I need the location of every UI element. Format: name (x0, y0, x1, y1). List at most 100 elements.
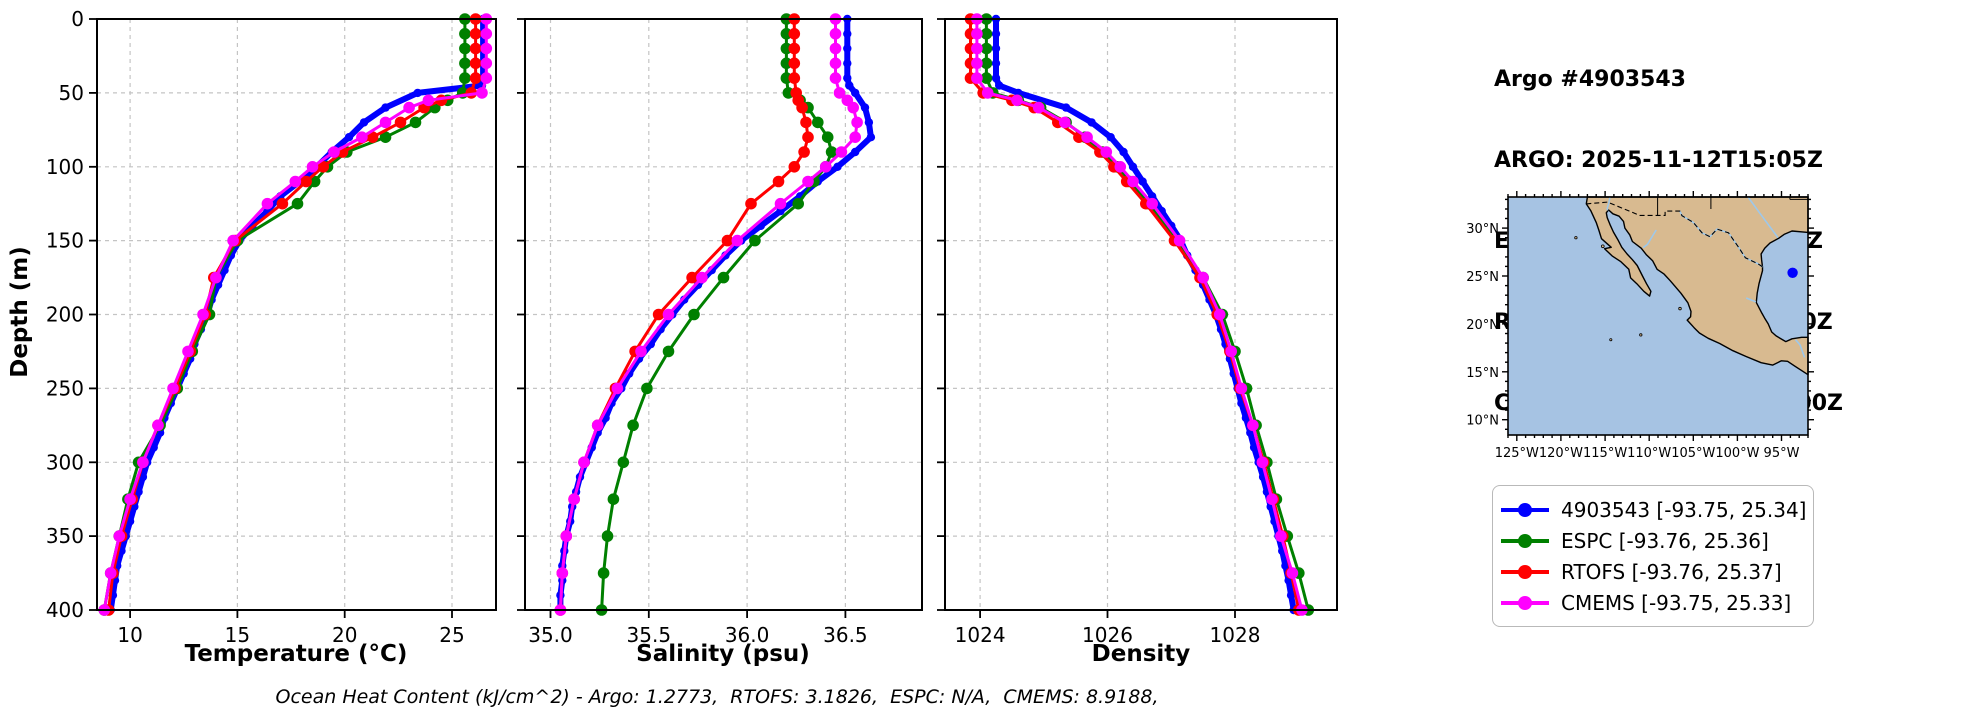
CMEMS-salinity-marker (731, 234, 744, 247)
map-lon-label: 120°W (1539, 446, 1583, 461)
4903543-density-marker (1138, 177, 1147, 186)
map-borders-dashed (1586, 201, 1763, 268)
4903543-density-marker (1087, 118, 1096, 127)
4903543-salinity-marker (864, 118, 874, 127)
CMEMS-density-marker (1266, 493, 1278, 506)
panel-salinity: 35.0 35.5 36.0 36.5 (517, 13, 923, 647)
ESPC-salinity-marker (617, 456, 630, 469)
4903543-density-marker (991, 73, 1001, 83)
CMEMS-salinity-marker (829, 72, 842, 84)
4903543-salinity-marker (843, 59, 852, 68)
CMEMS-salinity-marker (774, 197, 787, 210)
RTOFS-temperature-marker (300, 175, 312, 188)
legend: 4903543 [-93.75, 25.34] ESPC [-93.76, 25… (1492, 485, 1814, 627)
rtofs-line-marker-icon (1501, 564, 1549, 580)
float-position-marker (1787, 267, 1798, 278)
ESPC-salinity-marker (688, 308, 700, 321)
RTOFS-salinity-marker (802, 131, 814, 143)
ESPC-salinity-marker (825, 146, 838, 158)
salinity-x-tick-label: 35.0 (528, 623, 573, 647)
CMEMS-density-marker (1275, 530, 1287, 542)
RTOFS-temperature-marker (394, 116, 407, 129)
ESPC-salinity-marker (607, 493, 620, 506)
4903543-salinity-marker (851, 88, 860, 98)
legend-label-cmems: CMEMS [-93.75, 25.33] (1561, 590, 1792, 615)
CMEMS-temperature-marker (379, 116, 392, 129)
4903543-salinity-marker (833, 162, 842, 171)
density-x-tick-label: 1026 (1082, 623, 1133, 647)
CMEMS-density-marker (1100, 146, 1113, 158)
ESPC-temperature-marker (409, 116, 422, 129)
RTOFS-salinity-marker (798, 146, 810, 158)
ESPC-density-marker (980, 28, 993, 40)
density-axis-title: Density (1092, 641, 1191, 667)
profile-charts: Depth (m) Temperature (°C) Salinity (psu… (7, 7, 1338, 667)
CMEMS-temperature-marker (261, 197, 274, 210)
4903543-density-marker (1286, 591, 1296, 600)
CMEMS-density-marker (1032, 101, 1045, 114)
RTOFS-temperature-marker (469, 57, 482, 70)
map-lat-label: 30°N (1466, 222, 1499, 237)
depth-tick-label: 400 (46, 598, 84, 622)
title-argo-time: ARGO: 2025-11-12T15:05Z (1494, 148, 1823, 173)
legend-item-espc: ESPC [-93.76, 25.36] (1501, 525, 1801, 556)
RTOFS-salinity-marker (800, 116, 812, 129)
CMEMS-salinity-marker (578, 456, 590, 469)
CMEMS-density-marker (1173, 234, 1186, 247)
cmems-line-marker-icon (1501, 595, 1549, 611)
depth-tick-label: 0 (71, 7, 84, 31)
CMEMS-salinity-marker (662, 308, 675, 321)
RTOFS-temperature-marker (276, 197, 289, 210)
map-lat-label: 10°N (1466, 414, 1499, 429)
CMEMS-density-marker (981, 87, 994, 99)
CMEMS-temperature-marker (210, 271, 222, 284)
CMEMS-temperature-marker (197, 308, 209, 321)
CMEMS-density-marker (1225, 345, 1237, 358)
4903543-density-marker (991, 59, 1001, 68)
legend-label-espc: ESPC [-93.76, 25.36] (1561, 528, 1769, 553)
depth-tick-label: 200 (46, 303, 84, 327)
ESPC-density-marker (980, 72, 993, 84)
4903543-density-marker (995, 81, 1004, 90)
RTOFS-temperature-marker (469, 72, 482, 84)
CMEMS-density-marker (1256, 456, 1269, 469)
ESPC-salinity-marker (601, 530, 614, 542)
map-islands (1574, 236, 1682, 342)
4903543-salinity-marker (845, 81, 854, 90)
map-lat-label: 25°N (1466, 270, 1499, 285)
map-land-mexico (1585, 196, 1809, 376)
CMEMS-density-marker (971, 28, 983, 40)
CMEMS-density-marker (971, 57, 983, 70)
4903543-temperature-marker (344, 133, 354, 142)
salinity-x-tick-label: 35.5 (627, 623, 672, 647)
temperature-x-tick-label: 20 (332, 623, 357, 647)
CMEMS-density-marker (971, 42, 983, 55)
ESPC-temperature-marker (291, 197, 304, 210)
ESPC-density-marker (980, 57, 993, 70)
ESPC-temperature-marker (459, 72, 471, 84)
ESPC-salinity-marker (717, 271, 730, 284)
4903543-density-marker (1128, 162, 1138, 171)
RTOFS-salinity-marker (788, 57, 801, 70)
CMEMS-temperature-marker (328, 146, 340, 158)
ESPC-salinity-marker (821, 131, 834, 143)
CMEMS-temperature-marker (476, 87, 488, 99)
ESPC-salinity-marker (627, 419, 639, 432)
RTOFS-salinity-marker (788, 72, 801, 84)
ESPC-temperature-marker (459, 28, 471, 40)
4903543-temperature-marker (413, 88, 422, 98)
4903543-density-marker (1119, 147, 1128, 157)
legend-item-argo: 4903543 [-93.75, 25.34] (1501, 494, 1806, 525)
4903543-salinity-marker (843, 73, 852, 83)
ESPC-salinity-marker (641, 382, 653, 395)
CMEMS-salinity-marker (847, 101, 859, 114)
CMEMS-density-marker (1146, 197, 1158, 210)
ESPC-salinity-marker (812, 116, 824, 129)
CMEMS-salinity-marker (829, 42, 842, 55)
CMEMS-temperature-marker (422, 94, 435, 107)
CMEMS-density-marker (1059, 116, 1071, 129)
CMEMS-temperature-marker (356, 131, 368, 143)
CMEMS-density-marker (1081, 131, 1093, 143)
RTOFS-salinity-marker (796, 101, 808, 114)
depth-tick-label: 50 (59, 81, 84, 105)
